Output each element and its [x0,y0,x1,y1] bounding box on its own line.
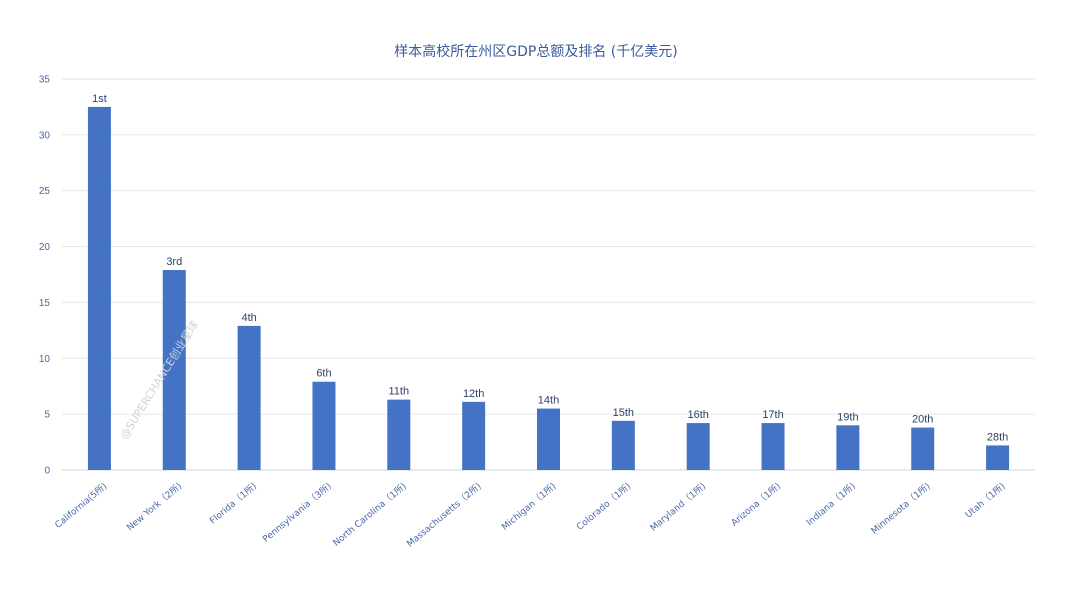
data-label: 15th [613,407,634,419]
chart-title: 样本高校所在州区GDP总额及排名 (千亿美元) [394,43,677,60]
y-tick-label: 5 [44,410,50,421]
x-tick-label: Florida（1所) [208,481,259,527]
data-label: 1st [92,93,107,105]
bar [836,425,860,470]
x-tick-label: Indiana（1所) [804,481,857,528]
bar [611,420,635,470]
data-label: 19th [837,411,858,423]
x-tick-label: Utah（1所) [963,481,1007,521]
data-label: 3rd [166,256,182,268]
data-label: 17th [762,409,783,421]
y-tick-label: 0 [44,466,50,477]
x-tick-label: Colorado（1所) [575,481,634,533]
y-tick-label: 15 [39,298,51,309]
y-tick-label: 10 [39,354,51,365]
data-label: 14th [538,395,559,407]
bar [312,381,336,470]
x-tick-label: Minnesota（1所) [869,481,933,537]
bar [986,445,1010,470]
bar [686,423,710,470]
data-labels: 1st 3rd 4th 6th 11th 12th 14th 15th 16th 17th 19th… [92,93,1008,443]
x-tick-label: Arizona（1所) [729,481,783,529]
y-tick-label: 35 [39,75,51,86]
x-tick-label: Massachusetts（2所) [405,481,484,550]
x-tick-label: California(5所) [53,481,109,531]
grid [62,78,1035,471]
x-tick-label: Michigan（1所) [500,481,559,533]
data-label: 28th [987,431,1008,443]
data-label: 11th [389,386,410,398]
data-label: 12th [463,388,484,400]
data-label: 20th [912,414,933,426]
y-axis-ticks: 0 5 10 15 20 25 30 35 [39,75,51,477]
x-tick-label: New York（2所) [125,481,185,533]
bar [387,399,411,470]
x-tick-label: Maryland（1所) [648,481,708,534]
watermark-text: @SUPERCHANCE创业星球 [117,318,202,442]
bar [911,427,935,470]
data-label: 6th [316,368,331,380]
y-tick-label: 20 [39,242,51,253]
bar [462,401,486,470]
y-tick-label: 30 [39,130,51,141]
y-tick-label: 25 [39,186,51,197]
data-label: 4th [241,312,256,324]
x-axis-ticks: California(5所) New York（2所) Florida（1所) Pen… [53,481,1008,550]
x-tick-label: Pennsylvania（3所) [261,481,334,545]
data-label: 16th [687,409,708,421]
x-tick-label: North Carolina（1所) [331,481,409,549]
bar [537,408,560,470]
bar [761,423,785,470]
bars [87,106,1010,470]
bar [87,106,111,470]
bar [237,325,261,470]
bar [162,270,186,470]
